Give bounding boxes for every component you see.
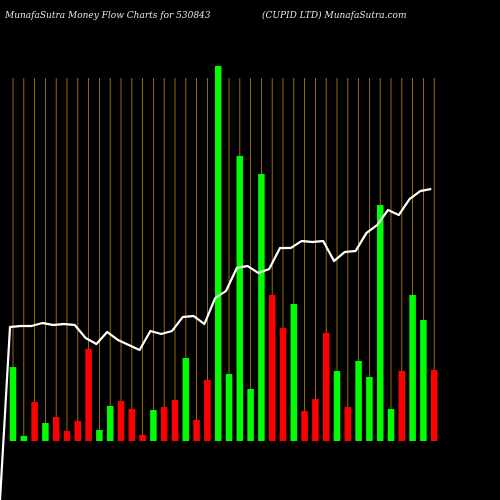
money-flow-bar bbox=[290, 304, 298, 441]
money-flow-bar bbox=[312, 399, 319, 441]
money-flow-bar bbox=[279, 328, 287, 441]
money-flow-bar bbox=[171, 400, 179, 441]
price-line bbox=[0, 187, 432, 500]
money-flow-bar bbox=[344, 407, 352, 441]
money-flow-bar bbox=[247, 389, 254, 441]
money-flow-bar bbox=[128, 409, 136, 441]
money-flow-bar bbox=[31, 402, 38, 441]
money-flow-bar bbox=[160, 407, 168, 441]
money-flow-bar bbox=[225, 374, 233, 441]
chart-title: MunafaSutra Money Flow Charts for 530843 bbox=[5, 11, 211, 21]
money-flow-bar bbox=[214, 66, 222, 441]
money-flow-bar bbox=[420, 320, 427, 441]
money-flow-bar bbox=[117, 401, 125, 441]
money-flow-bar bbox=[85, 349, 92, 441]
money-flow-bar bbox=[9, 367, 17, 441]
money-flow-bar bbox=[139, 435, 146, 441]
money-flow-bar bbox=[20, 436, 28, 441]
money-flow-bar bbox=[52, 417, 60, 441]
money-flow-bar bbox=[150, 410, 157, 441]
money-flow-bar bbox=[106, 406, 114, 441]
money-flow-bar bbox=[63, 431, 71, 441]
money-flow-bar bbox=[42, 423, 49, 441]
money-flow-bars bbox=[9, 66, 438, 441]
money-flow-bar bbox=[204, 380, 211, 441]
chart-subtitle: (CUPID LTD) MunafaSutra.com bbox=[262, 11, 407, 21]
money-flow-bar bbox=[236, 156, 244, 441]
money-flow-bar bbox=[96, 430, 103, 441]
money-flow-bar bbox=[355, 361, 362, 441]
money-flow-bar bbox=[193, 420, 200, 441]
money-flow-bar bbox=[366, 377, 373, 441]
money-flow-bar bbox=[398, 371, 406, 441]
money-flow-bar bbox=[333, 371, 341, 441]
money-flow-bar bbox=[74, 421, 82, 441]
price-line-layer bbox=[0, 187, 432, 500]
money-flow-bar bbox=[258, 174, 265, 441]
money-flow-bar bbox=[409, 295, 416, 441]
money-flow-bar bbox=[301, 411, 308, 441]
money-flow-bar bbox=[430, 370, 438, 441]
money-flow-bar bbox=[268, 295, 276, 441]
money-flow-bar bbox=[376, 205, 384, 441]
money-flow-bar bbox=[322, 333, 330, 441]
money-flow-bar bbox=[387, 409, 395, 441]
money-flow-bar bbox=[182, 358, 190, 441]
